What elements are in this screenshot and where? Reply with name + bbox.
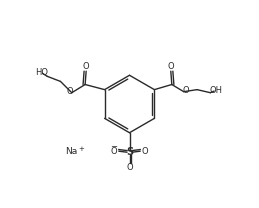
Text: O: O (66, 87, 73, 96)
Text: O: O (183, 86, 190, 95)
Text: −: − (110, 143, 117, 152)
Text: OH: OH (209, 86, 222, 95)
Text: O: O (83, 62, 89, 71)
Text: S: S (126, 147, 133, 157)
Text: +: + (78, 146, 84, 152)
Text: HO: HO (35, 68, 48, 77)
Text: Na: Na (65, 147, 77, 156)
Text: O: O (168, 62, 174, 71)
Text: O: O (142, 147, 149, 156)
Text: O: O (126, 162, 133, 172)
Text: O: O (110, 147, 117, 156)
